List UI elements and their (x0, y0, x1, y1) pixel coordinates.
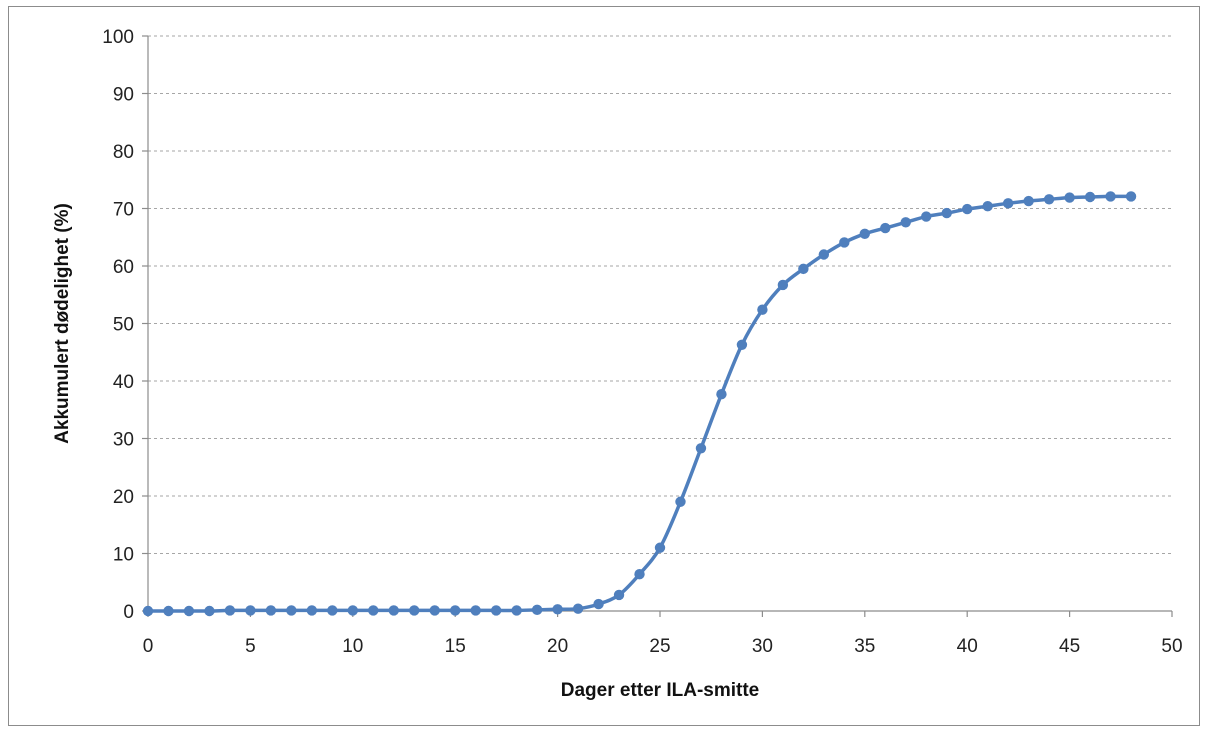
data-point-30 (757, 304, 768, 315)
y-tick-label-30: 30 (113, 430, 134, 451)
data-point-15 (450, 605, 461, 616)
data-point-38 (921, 211, 932, 222)
y-tick-label-90: 90 (113, 85, 134, 106)
data-point-12 (388, 605, 399, 616)
data-point-14 (429, 605, 440, 616)
data-point-7 (286, 605, 297, 616)
data-point-3 (204, 605, 215, 617)
data-point-33 (818, 249, 830, 260)
x-tick-label-25: 25 (649, 636, 670, 657)
data-point-34 (839, 237, 850, 248)
chart-frame (8, 6, 1200, 726)
y-tick-label-70: 70 (113, 200, 134, 221)
data-point-43 (1023, 195, 1034, 207)
y-axis-title: Akkumulert dødelighet (%) (52, 203, 73, 444)
data-point-42 (1002, 198, 1014, 209)
data-point-18 (511, 605, 522, 616)
data-point-9 (327, 605, 338, 616)
data-point-32 (798, 263, 809, 275)
y-tick-label-10: 10 (113, 545, 134, 566)
data-point-24 (634, 569, 645, 580)
data-point-40 (962, 203, 973, 215)
data-point-0 (142, 605, 154, 617)
x-tick-label-35: 35 (854, 636, 875, 657)
data-point-6 (265, 605, 277, 616)
data-point-39 (941, 207, 952, 219)
x-tick-label-0: 0 (143, 636, 154, 657)
data-point-21 (572, 603, 584, 614)
data-point-44 (1043, 194, 1055, 205)
x-tick-label-45: 45 (1059, 636, 1080, 657)
data-point-16 (470, 605, 481, 616)
y-tick-label-20: 20 (113, 487, 134, 508)
x-tick-label-50: 50 (1161, 636, 1182, 657)
x-axis-title: Dager etter ILA-smitte (561, 680, 760, 701)
tick-labels: 0 10 20 30 40 50 60 70 80 90 100 0 5 10 15 20 25 30 35 40 45… (102, 27, 1182, 657)
data-point-28 (716, 389, 727, 400)
data-point-19 (531, 604, 543, 616)
y-tick-label-100: 100 (102, 27, 134, 48)
x-tick-label-20: 20 (547, 636, 568, 657)
x-tick-label-30: 30 (752, 636, 773, 657)
data-point-5 (245, 605, 256, 616)
data-point-45 (1064, 192, 1075, 203)
data-point-25 (654, 542, 666, 553)
y-tick-label-80: 80 (113, 142, 134, 163)
grid-lines (148, 35, 1172, 554)
data-point-11 (368, 605, 379, 616)
x-tick-label-40: 40 (957, 636, 978, 657)
data-point-29 (736, 339, 748, 350)
data-point-2 (183, 605, 195, 617)
data-point-22 (593, 598, 604, 610)
data-point-46 (1084, 191, 1096, 203)
data-point-41 (982, 201, 993, 212)
data-point-10 (347, 605, 358, 616)
data-point-26 (675, 496, 686, 507)
data-point-20 (552, 604, 563, 615)
data-point-37 (900, 217, 911, 228)
data-point-35 (859, 228, 870, 239)
y-tick-label-50: 50 (113, 315, 134, 336)
data-point-8 (306, 605, 318, 616)
axes (142, 35, 1173, 617)
data-markers (142, 191, 1137, 617)
data-point-1 (163, 605, 174, 617)
data-point-23 (613, 589, 625, 601)
x-tick-label-5: 5 (245, 636, 256, 657)
data-point-31 (777, 279, 789, 291)
data-point-17 (490, 605, 502, 616)
data-point-48 (1125, 191, 1137, 202)
data-point-47 (1105, 191, 1116, 202)
x-tick-label-10: 10 (342, 636, 363, 657)
data-point-4 (224, 605, 236, 616)
y-tick-label-0: 0 (123, 602, 134, 623)
series-line-0 (146, 194, 1133, 613)
y-tick-label-60: 60 (113, 257, 134, 278)
data-point-13 (409, 605, 420, 616)
y-tick-label-40: 40 (113, 372, 134, 393)
x-tick-label-15: 15 (445, 636, 466, 657)
data-point-27 (695, 443, 707, 454)
series-line-layer (146, 194, 1133, 613)
data-point-36 (880, 222, 891, 234)
